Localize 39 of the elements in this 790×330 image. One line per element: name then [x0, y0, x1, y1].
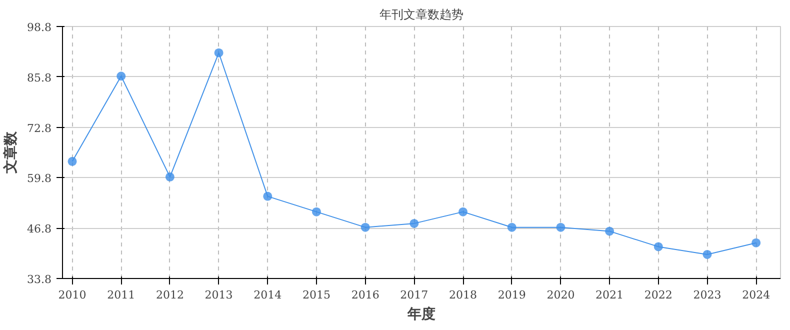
x-tick-label: 2023 [693, 288, 722, 302]
point [312, 207, 321, 216]
x-tick-label: 2015 [302, 288, 330, 302]
y-tick-label: 33.8 [27, 273, 52, 286]
point [556, 222, 566, 232]
x-tick-label: 2011 [107, 288, 136, 302]
point [263, 192, 272, 201]
x-tick-label: 2020 [546, 288, 575, 302]
point [654, 242, 663, 252]
chart-title: 年刊文章数趋势 [380, 8, 464, 22]
x-tick-label: 2019 [498, 288, 526, 302]
y-tick-label: 72.8 [27, 122, 52, 135]
y-axis-title: 文章数 [2, 130, 20, 174]
point [410, 218, 419, 228]
point [752, 238, 761, 248]
x-tick-label: 2018 [449, 288, 478, 302]
y-tick-label: 98.8 [27, 21, 52, 34]
x-tick-label: 2013 [204, 288, 233, 302]
y-tick-label: 59.8 [27, 172, 52, 186]
x-tick-label: 2021 [596, 288, 624, 302]
y-tick-label: 85.8 [27, 71, 52, 84]
x-tick-label: 2024 [742, 288, 770, 302]
x-tick-label: 2022 [644, 288, 672, 302]
point [165, 172, 174, 182]
point [116, 72, 126, 81]
point [605, 226, 614, 236]
point [360, 222, 370, 232]
x-tick-label: 2014 [254, 288, 282, 302]
x-tick-label: 2016 [351, 288, 380, 302]
x-axis-title: 年度 [406, 306, 436, 322]
point [68, 156, 77, 166]
x-tick-label: 2017 [400, 288, 428, 302]
point [214, 48, 224, 58]
x-tick-label: 2010 [58, 288, 86, 302]
point [458, 207, 468, 216]
point [507, 222, 516, 232]
point [702, 250, 712, 259]
x-tick-label: 2012 [156, 288, 184, 302]
y-tick-label: 46.8 [27, 222, 52, 236]
